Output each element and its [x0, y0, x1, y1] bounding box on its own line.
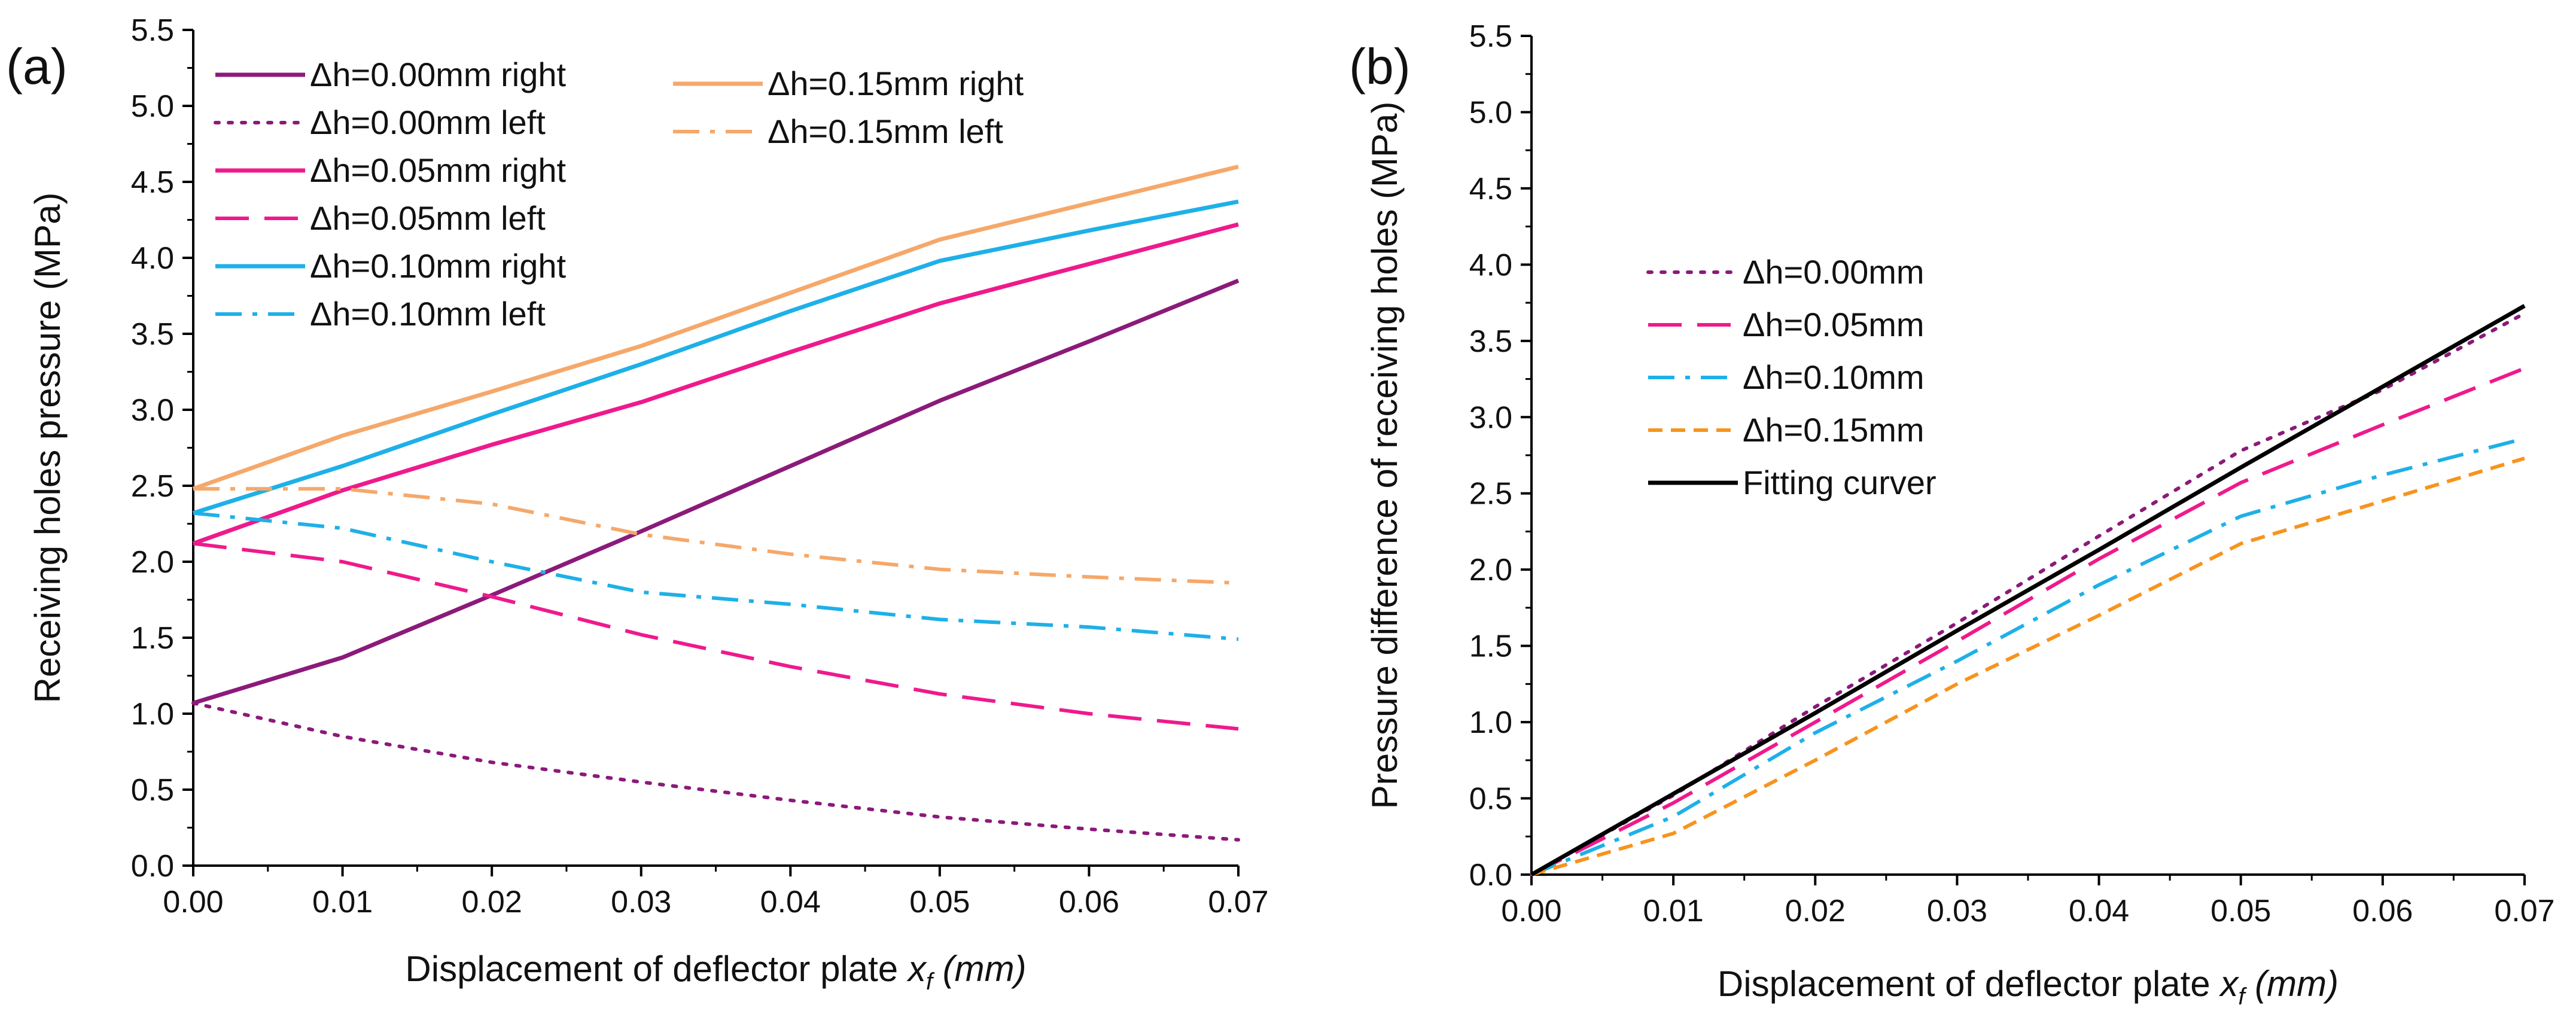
x-tick-label: 0.05 [909, 885, 970, 919]
y-tick-label: 5.5 [131, 13, 174, 48]
legend-label: Δh=0.10mm left [310, 295, 546, 333]
x-tick-label: 0.03 [1927, 894, 1987, 928]
y-tick-label: 3.5 [1469, 324, 1512, 359]
legend: Δh=0.00mm Δh=0.05mm Δh=0.10mm Δh=0.15mm Fitt… [1646, 253, 1936, 501]
y-tick-label: 1.0 [131, 697, 174, 732]
y-tick-label: 1.5 [131, 621, 174, 656]
series-line-1 [191, 701, 1240, 842]
series-line-4 [192, 199, 1239, 516]
legend-label: Δh=0.00mm right [310, 56, 566, 93]
legend-label: Δh=0.00mm [1743, 253, 1925, 291]
series-line-3 [1531, 456, 2525, 876]
series-line-5 [193, 511, 1239, 641]
y-tick-label: 4.5 [131, 165, 174, 200]
series-line-0 [1530, 311, 2526, 876]
series-line-0 [192, 278, 1240, 705]
y-tick-label: 2.0 [1469, 553, 1512, 587]
x-tick-label: 0.02 [462, 885, 522, 919]
y-tick-label: 4.0 [131, 241, 174, 276]
panel-label: (b) [1349, 38, 1411, 95]
y-tick-label: 2.5 [1469, 477, 1512, 511]
series-line-3 [193, 541, 1239, 731]
legend-label: Δh=0.05mm right [310, 151, 566, 189]
x-tick-label: 0.05 [2210, 894, 2271, 928]
legend-label: Δh=0.05mm left [310, 199, 546, 237]
y-axis-title: Pressure difference of receiving holes (… [1365, 102, 1405, 809]
chart-panel-b: 0.0 0.5 1.0 1.5 2.0 2.5 3.0 3.5 4.0 4.5 5.0 5.5 0.00… [1349, 19, 2555, 1010]
x-tick-label: 0.01 [1643, 894, 1704, 928]
y-tick-label: 1.5 [1469, 629, 1512, 664]
x-tick-label: 0.07 [2494, 894, 2554, 928]
legend: Δh=0.00mm right Δh=0.00mm left Δh=0.05mm r… [214, 56, 1024, 333]
x-tick-label: 0.02 [1785, 894, 1846, 928]
x-axis-title: Displacement of deflector plate xf (mm) [1718, 964, 2339, 1010]
y-tick-label: 5.0 [1469, 95, 1512, 130]
y-tick-label: 1.0 [1469, 705, 1512, 740]
x-tick-label: 0.00 [1501, 894, 1561, 928]
legend-label: Δh=0.10mm [1743, 358, 1925, 396]
series-line-7 [193, 487, 1239, 585]
x-tick-label: 0.03 [611, 885, 671, 919]
legend-label: Δh=0.10mm right [310, 247, 566, 285]
x-tick-label: 0.04 [2069, 894, 2129, 928]
legend-label: Δh=0.00mm left [310, 103, 546, 141]
series-line-6 [192, 165, 1239, 491]
panel-label: (a) [6, 38, 68, 95]
legend-label: Fitting curver [1743, 464, 1936, 501]
chart-panel-a: 0.0 0.5 1.0 1.5 2.0 2.5 3.0 3.5 4.0 4.5 5.0 5.5 0.00… [6, 13, 1269, 995]
y-tick-label: 0.0 [1469, 858, 1512, 893]
y-tick-label: 0.0 [131, 849, 174, 884]
x-tick-label: 0.06 [1059, 885, 1119, 919]
x-tick-label: 0.06 [2352, 894, 2413, 928]
series-line-2 [1530, 437, 2525, 876]
y-tick-label: 3.0 [131, 393, 174, 428]
y-tick-label: 3.0 [1469, 400, 1512, 435]
x-tick-label: 0.01 [312, 885, 373, 919]
y-tick-label: 2.5 [131, 469, 174, 504]
y-tick-label: 4.0 [1469, 248, 1512, 282]
series-line-4 [1530, 304, 2526, 877]
y-tick-label: 0.5 [1469, 782, 1512, 817]
y-tick-label: 5.5 [1469, 19, 1512, 54]
x-tick-label: 0.00 [163, 885, 223, 919]
legend-label: Δh=0.15mm [1743, 411, 1925, 449]
series-line-1 [1530, 366, 2526, 876]
y-tick-label: 2.0 [131, 545, 174, 580]
x-tick-label: 0.04 [760, 885, 821, 919]
x-axis-title: Displacement of deflector plate xf (mm) [405, 949, 1026, 995]
y-tick-label: 0.5 [131, 773, 174, 808]
y-tick-label: 5.0 [131, 89, 174, 124]
y-axis-title: Receiving holes pressure (MPa) [28, 193, 68, 704]
y-tick-label: 4.5 [1469, 172, 1512, 206]
y-tick-label: 3.5 [131, 317, 174, 352]
series-line-2 [192, 222, 1239, 546]
legend-label: Δh=0.05mm [1743, 306, 1925, 343]
x-tick-label: 0.07 [1208, 885, 1268, 919]
legend-label: Δh=0.15mm right [768, 65, 1024, 102]
legend-label: Δh=0.15mm left [768, 112, 1003, 150]
